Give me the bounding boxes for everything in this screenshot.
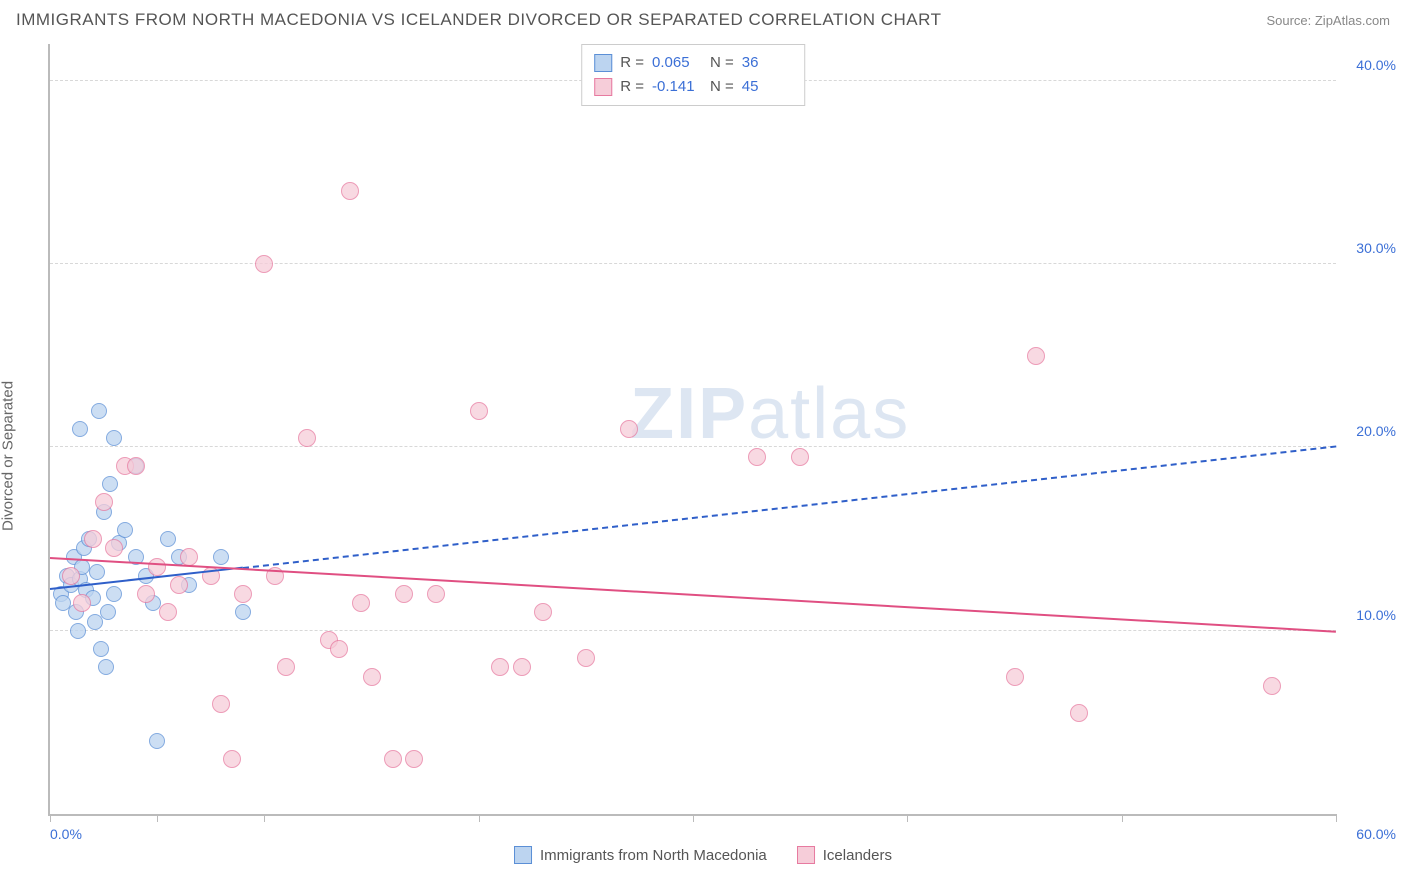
y-tick-label: 10.0% bbox=[1356, 607, 1396, 623]
swatch-series1 bbox=[594, 54, 612, 72]
data-point bbox=[352, 594, 370, 612]
data-point bbox=[235, 604, 251, 620]
data-point bbox=[98, 659, 114, 675]
data-point bbox=[212, 695, 230, 713]
data-point bbox=[149, 733, 165, 749]
data-point bbox=[1070, 704, 1088, 722]
data-point bbox=[117, 522, 133, 538]
swatch-series1-bottom bbox=[514, 846, 532, 864]
chart-title: IMMIGRANTS FROM NORTH MACEDONIA VS ICELA… bbox=[16, 10, 941, 30]
data-point bbox=[255, 255, 273, 273]
y-tick-label: 30.0% bbox=[1356, 240, 1396, 256]
data-point bbox=[491, 658, 509, 676]
data-point bbox=[577, 649, 595, 667]
data-point bbox=[100, 604, 116, 620]
data-point bbox=[93, 641, 109, 657]
data-point bbox=[330, 640, 348, 658]
data-point bbox=[95, 493, 113, 511]
data-point bbox=[148, 558, 166, 576]
x-tick bbox=[693, 814, 694, 822]
series-legend: Immigrants from North Macedonia Icelande… bbox=[514, 846, 892, 864]
data-point bbox=[160, 531, 176, 547]
data-point bbox=[62, 567, 80, 585]
data-point bbox=[384, 750, 402, 768]
gridline bbox=[50, 263, 1336, 264]
legend-item-series1: Immigrants from North Macedonia bbox=[514, 846, 767, 864]
swatch-series2-bottom bbox=[797, 846, 815, 864]
data-point bbox=[234, 585, 252, 603]
data-point bbox=[102, 476, 118, 492]
data-point bbox=[223, 750, 241, 768]
chart-area: Divorced or Separated ZIPatlas R = 0.065… bbox=[0, 36, 1406, 876]
x-tick-label: 0.0% bbox=[50, 826, 82, 842]
data-point bbox=[298, 429, 316, 447]
data-point bbox=[620, 420, 638, 438]
gridline bbox=[50, 630, 1336, 631]
data-point bbox=[127, 457, 145, 475]
x-tick bbox=[907, 814, 908, 822]
data-point bbox=[91, 403, 107, 419]
data-point bbox=[137, 585, 155, 603]
data-point bbox=[1006, 668, 1024, 686]
x-tick bbox=[50, 814, 51, 822]
chart-source: Source: ZipAtlas.com bbox=[1266, 13, 1390, 28]
x-tick bbox=[264, 814, 265, 822]
x-tick bbox=[157, 814, 158, 822]
x-tick bbox=[479, 814, 480, 822]
data-point bbox=[170, 576, 188, 594]
gridline bbox=[50, 446, 1336, 447]
data-point bbox=[89, 564, 105, 580]
data-point bbox=[427, 585, 445, 603]
data-point bbox=[72, 421, 88, 437]
data-point bbox=[791, 448, 809, 466]
data-point bbox=[341, 182, 359, 200]
correlation-legend: R = 0.065 N = 36 R = -0.141 N = 45 bbox=[581, 44, 805, 106]
data-point bbox=[395, 585, 413, 603]
y-tick-label: 20.0% bbox=[1356, 423, 1396, 439]
data-point bbox=[73, 594, 91, 612]
x-tick bbox=[1122, 814, 1123, 822]
data-point bbox=[105, 539, 123, 557]
data-point bbox=[1027, 347, 1045, 365]
data-point bbox=[106, 586, 122, 602]
x-tick-label: 60.0% bbox=[1356, 826, 1396, 842]
data-point bbox=[70, 623, 86, 639]
data-point bbox=[513, 658, 531, 676]
legend-item-series2: Icelanders bbox=[797, 846, 892, 864]
regression-line bbox=[243, 445, 1336, 569]
x-tick bbox=[1336, 814, 1337, 822]
legend-row-series2: R = -0.141 N = 45 bbox=[594, 75, 792, 99]
legend-row-series1: R = 0.065 N = 36 bbox=[594, 51, 792, 75]
data-point bbox=[106, 430, 122, 446]
data-point bbox=[84, 530, 102, 548]
data-point bbox=[277, 658, 295, 676]
data-point bbox=[159, 603, 177, 621]
data-point bbox=[213, 549, 229, 565]
scatter-plot: ZIPatlas R = 0.065 N = 36 R = -0.141 N =… bbox=[48, 44, 1336, 816]
data-point bbox=[1263, 677, 1281, 695]
y-axis-label: Divorced or Separated bbox=[0, 381, 17, 531]
data-point bbox=[534, 603, 552, 621]
watermark: ZIPatlas bbox=[630, 373, 910, 455]
data-point bbox=[405, 750, 423, 768]
data-point bbox=[363, 668, 381, 686]
chart-header: IMMIGRANTS FROM NORTH MACEDONIA VS ICELA… bbox=[0, 0, 1406, 36]
y-tick-label: 40.0% bbox=[1356, 57, 1396, 73]
data-point bbox=[748, 448, 766, 466]
data-point bbox=[470, 402, 488, 420]
swatch-series2 bbox=[594, 78, 612, 96]
